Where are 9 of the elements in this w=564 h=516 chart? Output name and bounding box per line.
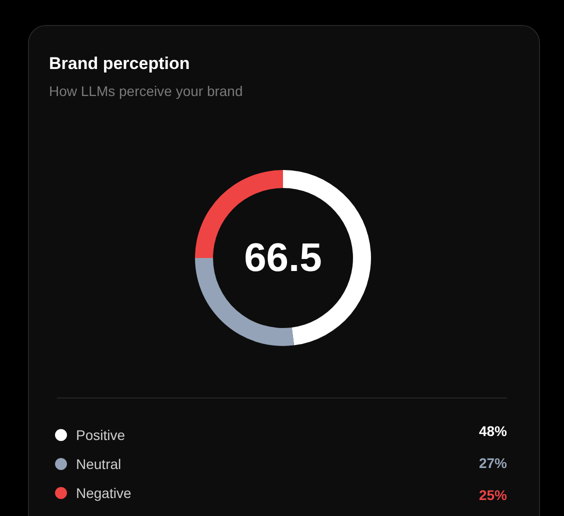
data-label: 25% <box>478 487 508 503</box>
data-label: 48% <box>478 423 508 439</box>
chart-subtitle: How LLMs perceive your brand <box>49 83 243 99</box>
text: 66.5 <box>244 236 322 280</box>
chart-title: Brand perception <box>49 54 190 73</box>
legend-label: Positive <box>76 427 126 443</box>
legend-label: Negative <box>76 485 132 501</box>
data-label: 27% <box>478 455 508 471</box>
legend-label: Neutral <box>76 456 122 472</box>
